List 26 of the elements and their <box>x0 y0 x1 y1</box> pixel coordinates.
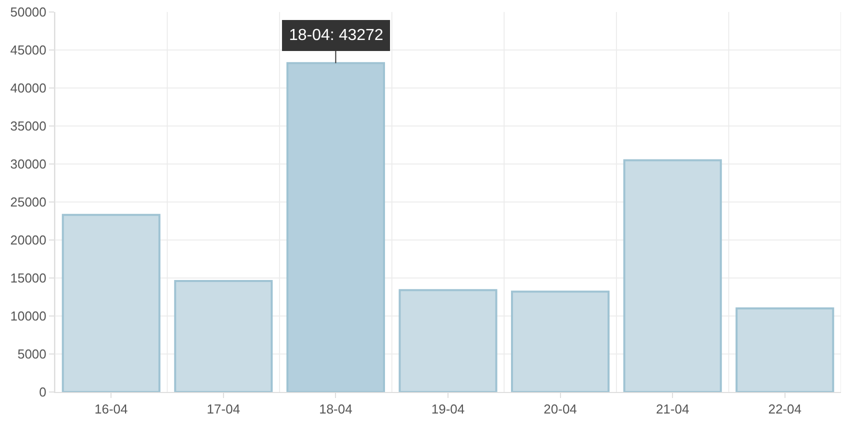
x-tick-label: 21-04 <box>656 402 690 417</box>
bar <box>736 307 834 392</box>
y-tick-label: 40000 <box>10 80 46 96</box>
y-tick-label: 45000 <box>10 42 46 58</box>
x-tick-label: 22-04 <box>768 402 802 417</box>
x-tick-label: 17-04 <box>206 402 240 417</box>
x-tick-label: 18-04 <box>319 402 352 417</box>
bar <box>398 289 498 392</box>
y-tick-label: 5000 <box>17 346 46 362</box>
x-tick-label: 19-04 <box>431 402 465 417</box>
y-tick-label: 50000 <box>10 4 46 20</box>
annotation: 18-04: 43272 <box>289 27 384 44</box>
x-tick-label: 20-04 <box>544 402 577 417</box>
y-tick-label: 20000 <box>10 232 46 248</box>
bar <box>62 214 160 392</box>
bar <box>623 159 722 392</box>
y-tick-label: 25000 <box>10 194 46 210</box>
y-tick-label: 0 <box>39 384 46 400</box>
bar <box>174 280 273 392</box>
bar <box>286 62 385 392</box>
y-tick-label: 35000 <box>10 118 46 134</box>
y-tick-label: 10000 <box>10 308 46 324</box>
y-tick-label: 15000 <box>10 270 46 286</box>
y-tick-label: 30000 <box>10 156 46 172</box>
x-tick-label: 16-04 <box>94 402 128 417</box>
bar <box>511 290 610 392</box>
